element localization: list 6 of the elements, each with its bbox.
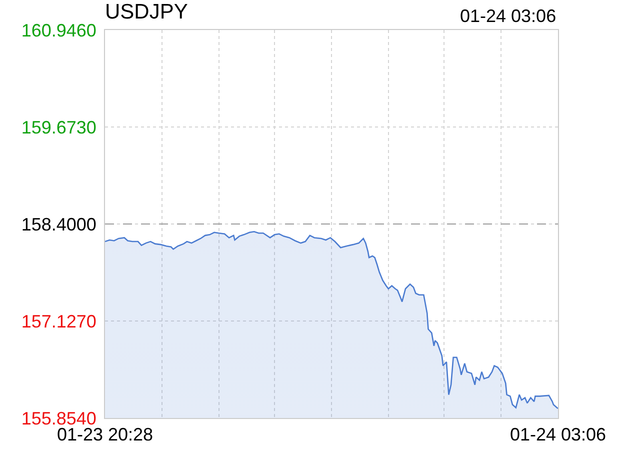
text: 01-24 03:06: [460, 6, 556, 26]
y-tick-label: 157.1270: [21, 311, 96, 332]
y-tick-label: 159.6730: [21, 117, 96, 138]
chart-title: USDJPY: [105, 0, 188, 24]
y-tick-label: 158.4000: [21, 214, 96, 234]
y-tick-label: 160.9460: [21, 20, 96, 40]
